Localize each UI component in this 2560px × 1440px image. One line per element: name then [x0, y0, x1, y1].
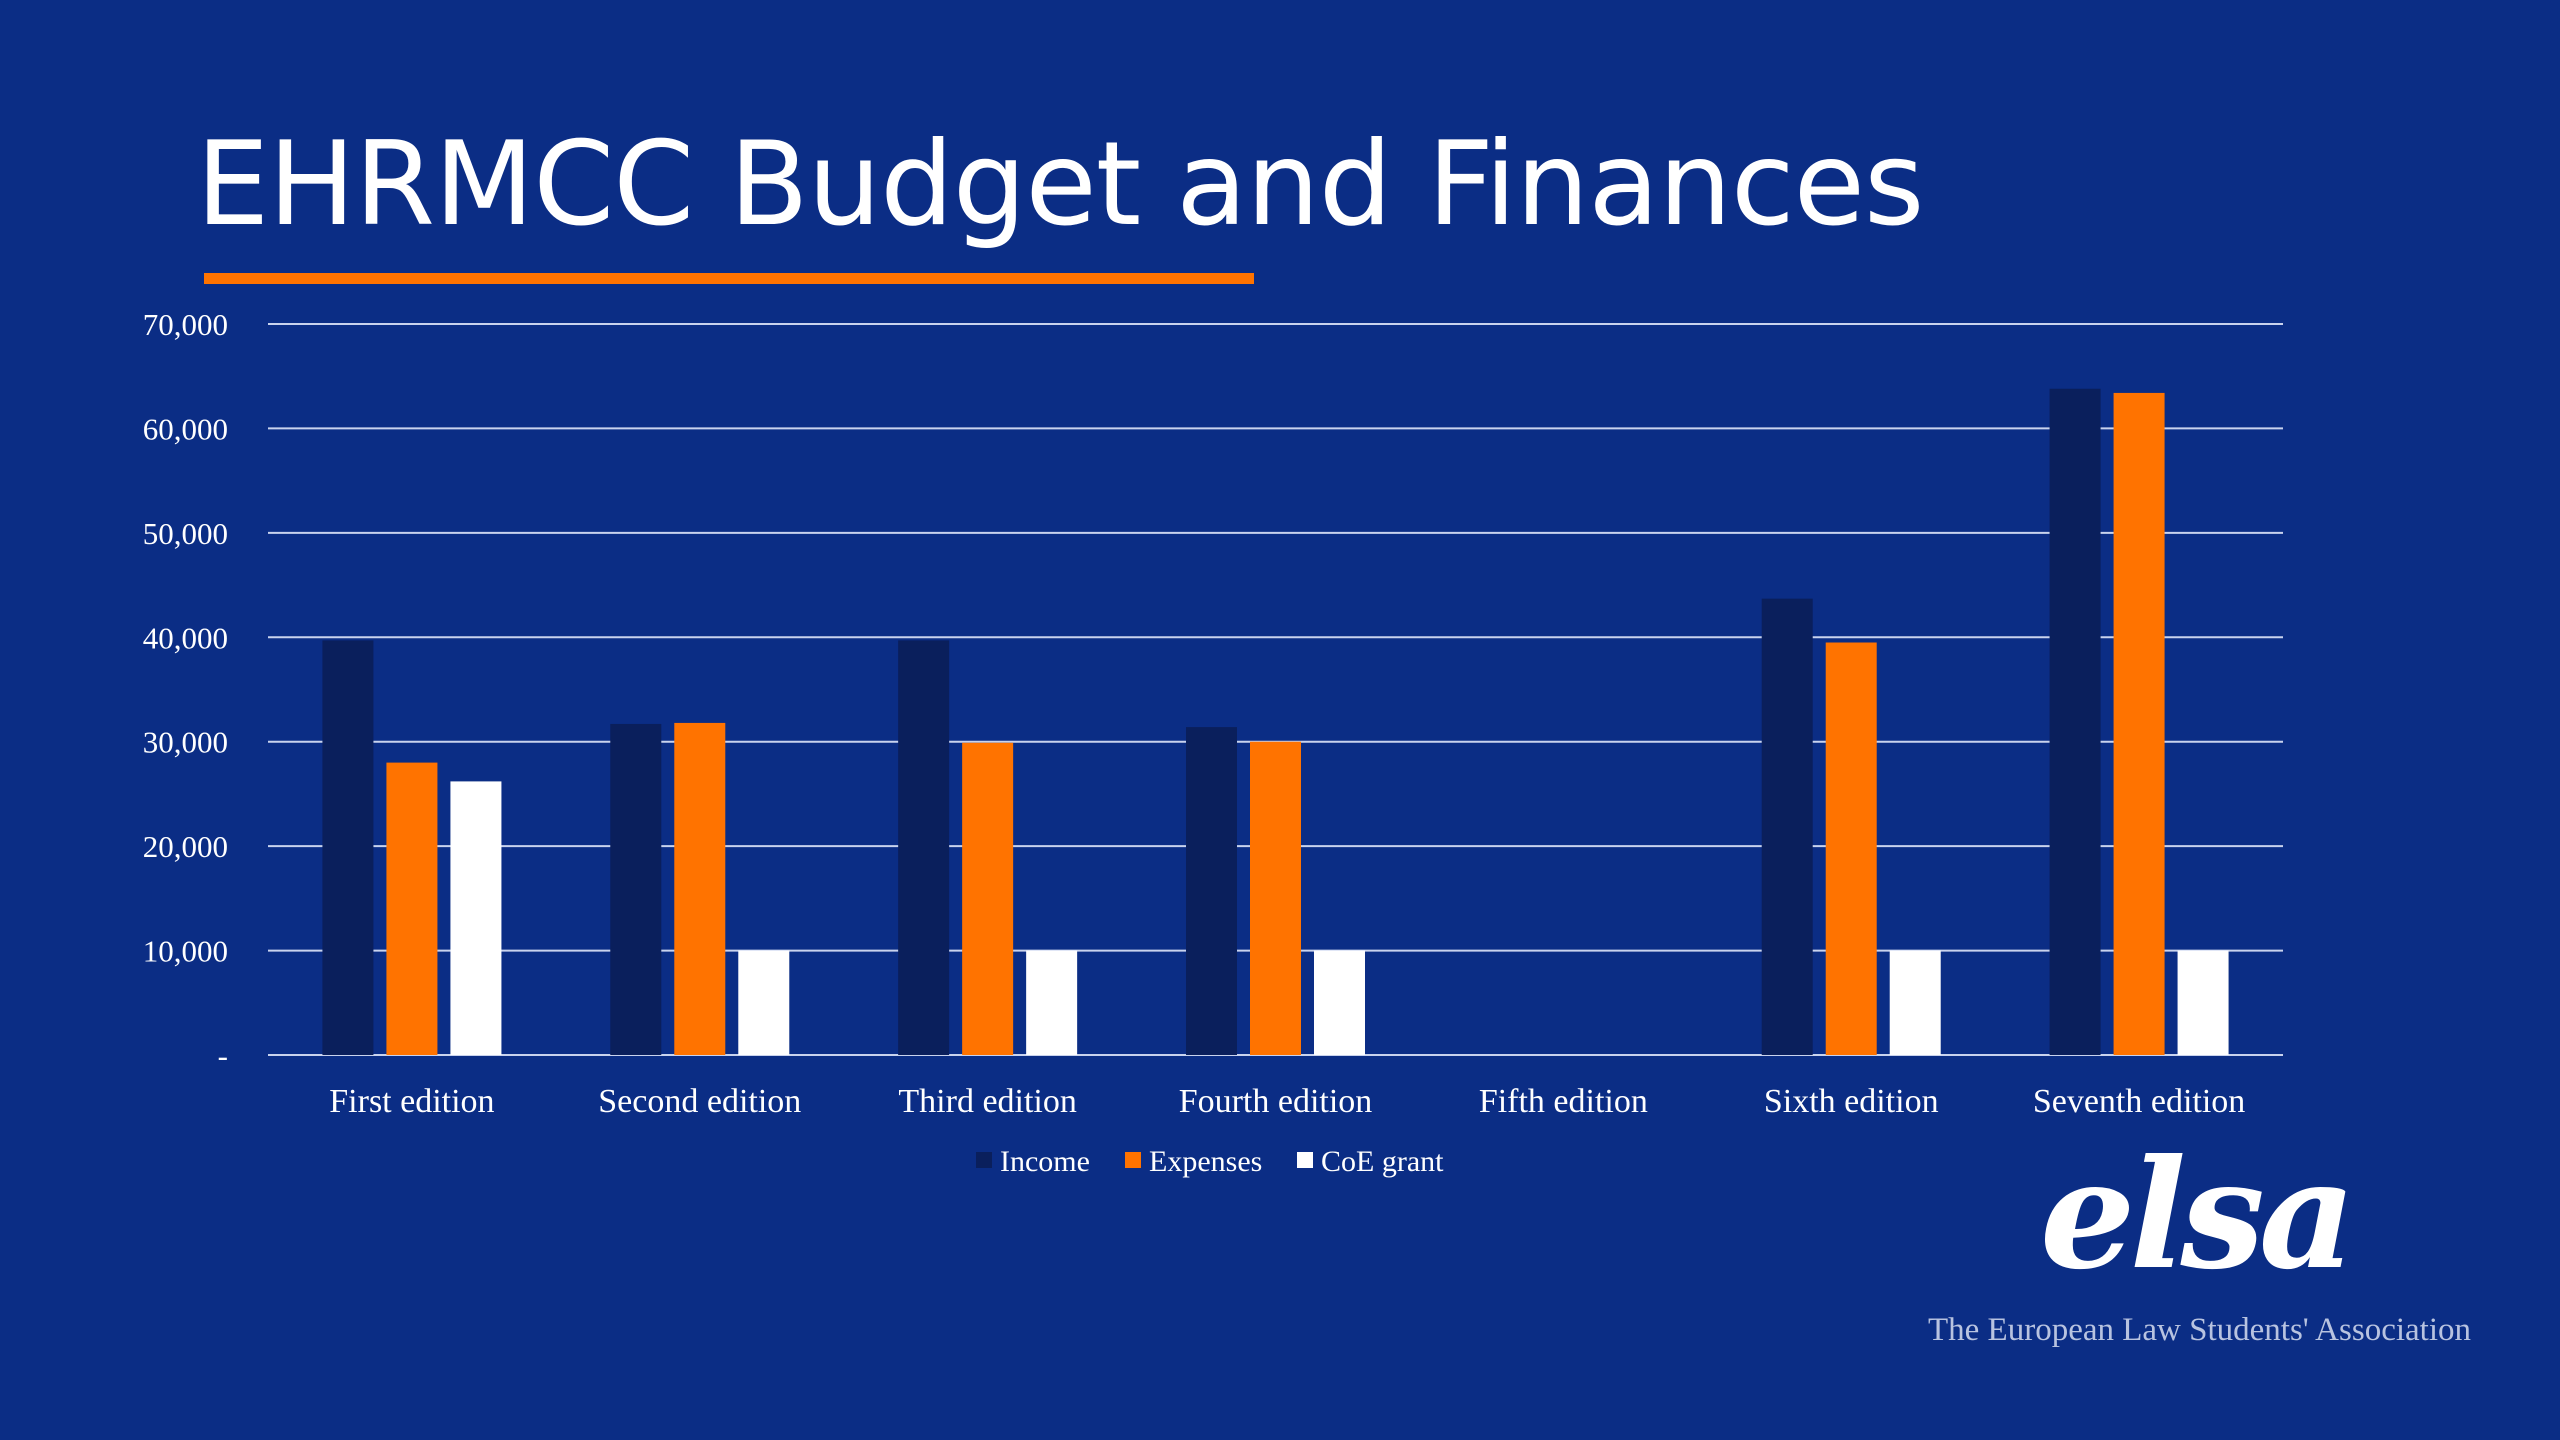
y-tick-label: 70,000: [143, 307, 228, 342]
bar-expenses: [2113, 392, 2165, 1055]
legend-swatch: [1297, 1152, 1313, 1168]
x-category-label: Sixth edition: [1764, 1083, 1939, 1120]
bar-coe-grant: [2177, 950, 2229, 1055]
legend-label: CoE grant: [1321, 1145, 1444, 1178]
y-tick-label: 10,000: [143, 934, 228, 969]
bar-expenses: [386, 762, 438, 1055]
x-category-label: Fifth edition: [1479, 1083, 1648, 1120]
legend-label: Income: [1000, 1145, 1090, 1178]
bar-expenses: [1825, 642, 1877, 1055]
bar-expenses: [1250, 741, 1301, 1055]
x-category-label: Fourth edition: [1179, 1083, 1373, 1120]
x-category-label: Third edition: [898, 1083, 1076, 1120]
association-tagline: The European Law Students' Association: [1928, 1312, 2472, 1348]
y-tick-label: 60,000: [143, 411, 228, 446]
x-category-label: First edition: [329, 1083, 494, 1120]
slide-title: EHRMCC Budget and Finances: [196, 117, 1924, 252]
bar-coe-grant: [738, 950, 790, 1055]
legend-label: Expenses: [1149, 1145, 1262, 1178]
legend-swatch: [1125, 1152, 1141, 1168]
bar-income: [610, 723, 662, 1055]
bar-income: [2049, 388, 2101, 1055]
y-tick-label: 30,000: [143, 725, 228, 760]
x-category-label: Second edition: [598, 1083, 801, 1120]
title-underline: [204, 273, 1254, 284]
y-tick-label: 20,000: [143, 829, 228, 864]
bar-coe-grant: [450, 781, 502, 1055]
y-tick-label: -: [218, 1038, 228, 1073]
y-tick-label: 50,000: [143, 516, 228, 551]
bar-income: [898, 640, 950, 1055]
bar-income: [1761, 598, 1813, 1055]
y-tick-label: 40,000: [143, 620, 228, 655]
bar-income: [322, 640, 374, 1055]
bar-coe-grant: [1889, 950, 1941, 1055]
elsa-logo: elsa: [2040, 1127, 2356, 1303]
bar-coe-grant: [1026, 950, 1078, 1055]
bar-coe-grant: [1314, 950, 1365, 1055]
x-category-label: Seventh edition: [2033, 1083, 2245, 1120]
bar-expenses: [962, 742, 1014, 1055]
bar-expenses: [674, 722, 726, 1055]
legend-swatch: [976, 1152, 992, 1168]
bar-income: [1186, 727, 1237, 1055]
